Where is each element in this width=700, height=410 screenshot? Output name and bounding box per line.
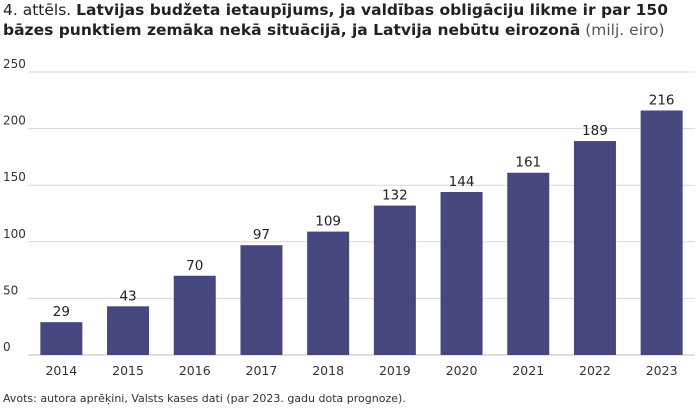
x-tick-label: 2016 — [179, 363, 211, 378]
x-tick-label: 2023 — [646, 363, 678, 378]
bar — [173, 275, 216, 355]
x-tick-label: 2022 — [579, 363, 611, 378]
chart-title: 4. attēls. Latvijas budžeta ietaupījums,… — [3, 0, 693, 40]
y-tick-label: 50 — [3, 283, 18, 297]
bar — [507, 172, 550, 355]
x-tick-label: 2020 — [446, 363, 478, 378]
bar — [573, 141, 616, 355]
bar — [40, 322, 83, 355]
bar — [640, 110, 683, 355]
x-tick-label: 2018 — [312, 363, 344, 378]
bar — [373, 205, 416, 355]
x-tick-label: 2014 — [45, 363, 77, 378]
y-tick-label: 0 — [3, 340, 11, 354]
x-tick-label: 2021 — [512, 363, 544, 378]
x-tick-label: 2019 — [379, 363, 411, 378]
y-tick-label: 250 — [3, 57, 26, 71]
data-label: 70 — [186, 258, 203, 274]
y-tick-label: 150 — [3, 170, 26, 184]
bar — [307, 231, 350, 355]
bar — [240, 245, 283, 355]
figure-number: 4. attēls. — [3, 1, 72, 19]
data-label: 109 — [315, 214, 341, 230]
data-label: 132 — [382, 188, 408, 204]
data-label: 216 — [649, 92, 675, 108]
x-tick-label: 2015 — [112, 363, 144, 378]
bar — [440, 191, 483, 355]
title-unit: (milj. eiro) — [585, 21, 665, 39]
title-main: Latvijas budžeta ietaupījums, ja valdība… — [3, 1, 668, 39]
data-label: 189 — [582, 123, 608, 139]
data-label: 29 — [53, 304, 70, 320]
bar — [107, 306, 150, 355]
data-label: 161 — [515, 155, 541, 171]
source-note: Avots: autora aprēķini, Valsts kases dat… — [3, 392, 406, 405]
data-label: 43 — [119, 288, 136, 304]
data-label: 97 — [253, 227, 270, 243]
y-tick-label: 200 — [3, 114, 26, 128]
x-tick-label: 2017 — [246, 363, 278, 378]
data-label: 144 — [449, 174, 475, 190]
y-tick-label: 100 — [3, 227, 26, 241]
